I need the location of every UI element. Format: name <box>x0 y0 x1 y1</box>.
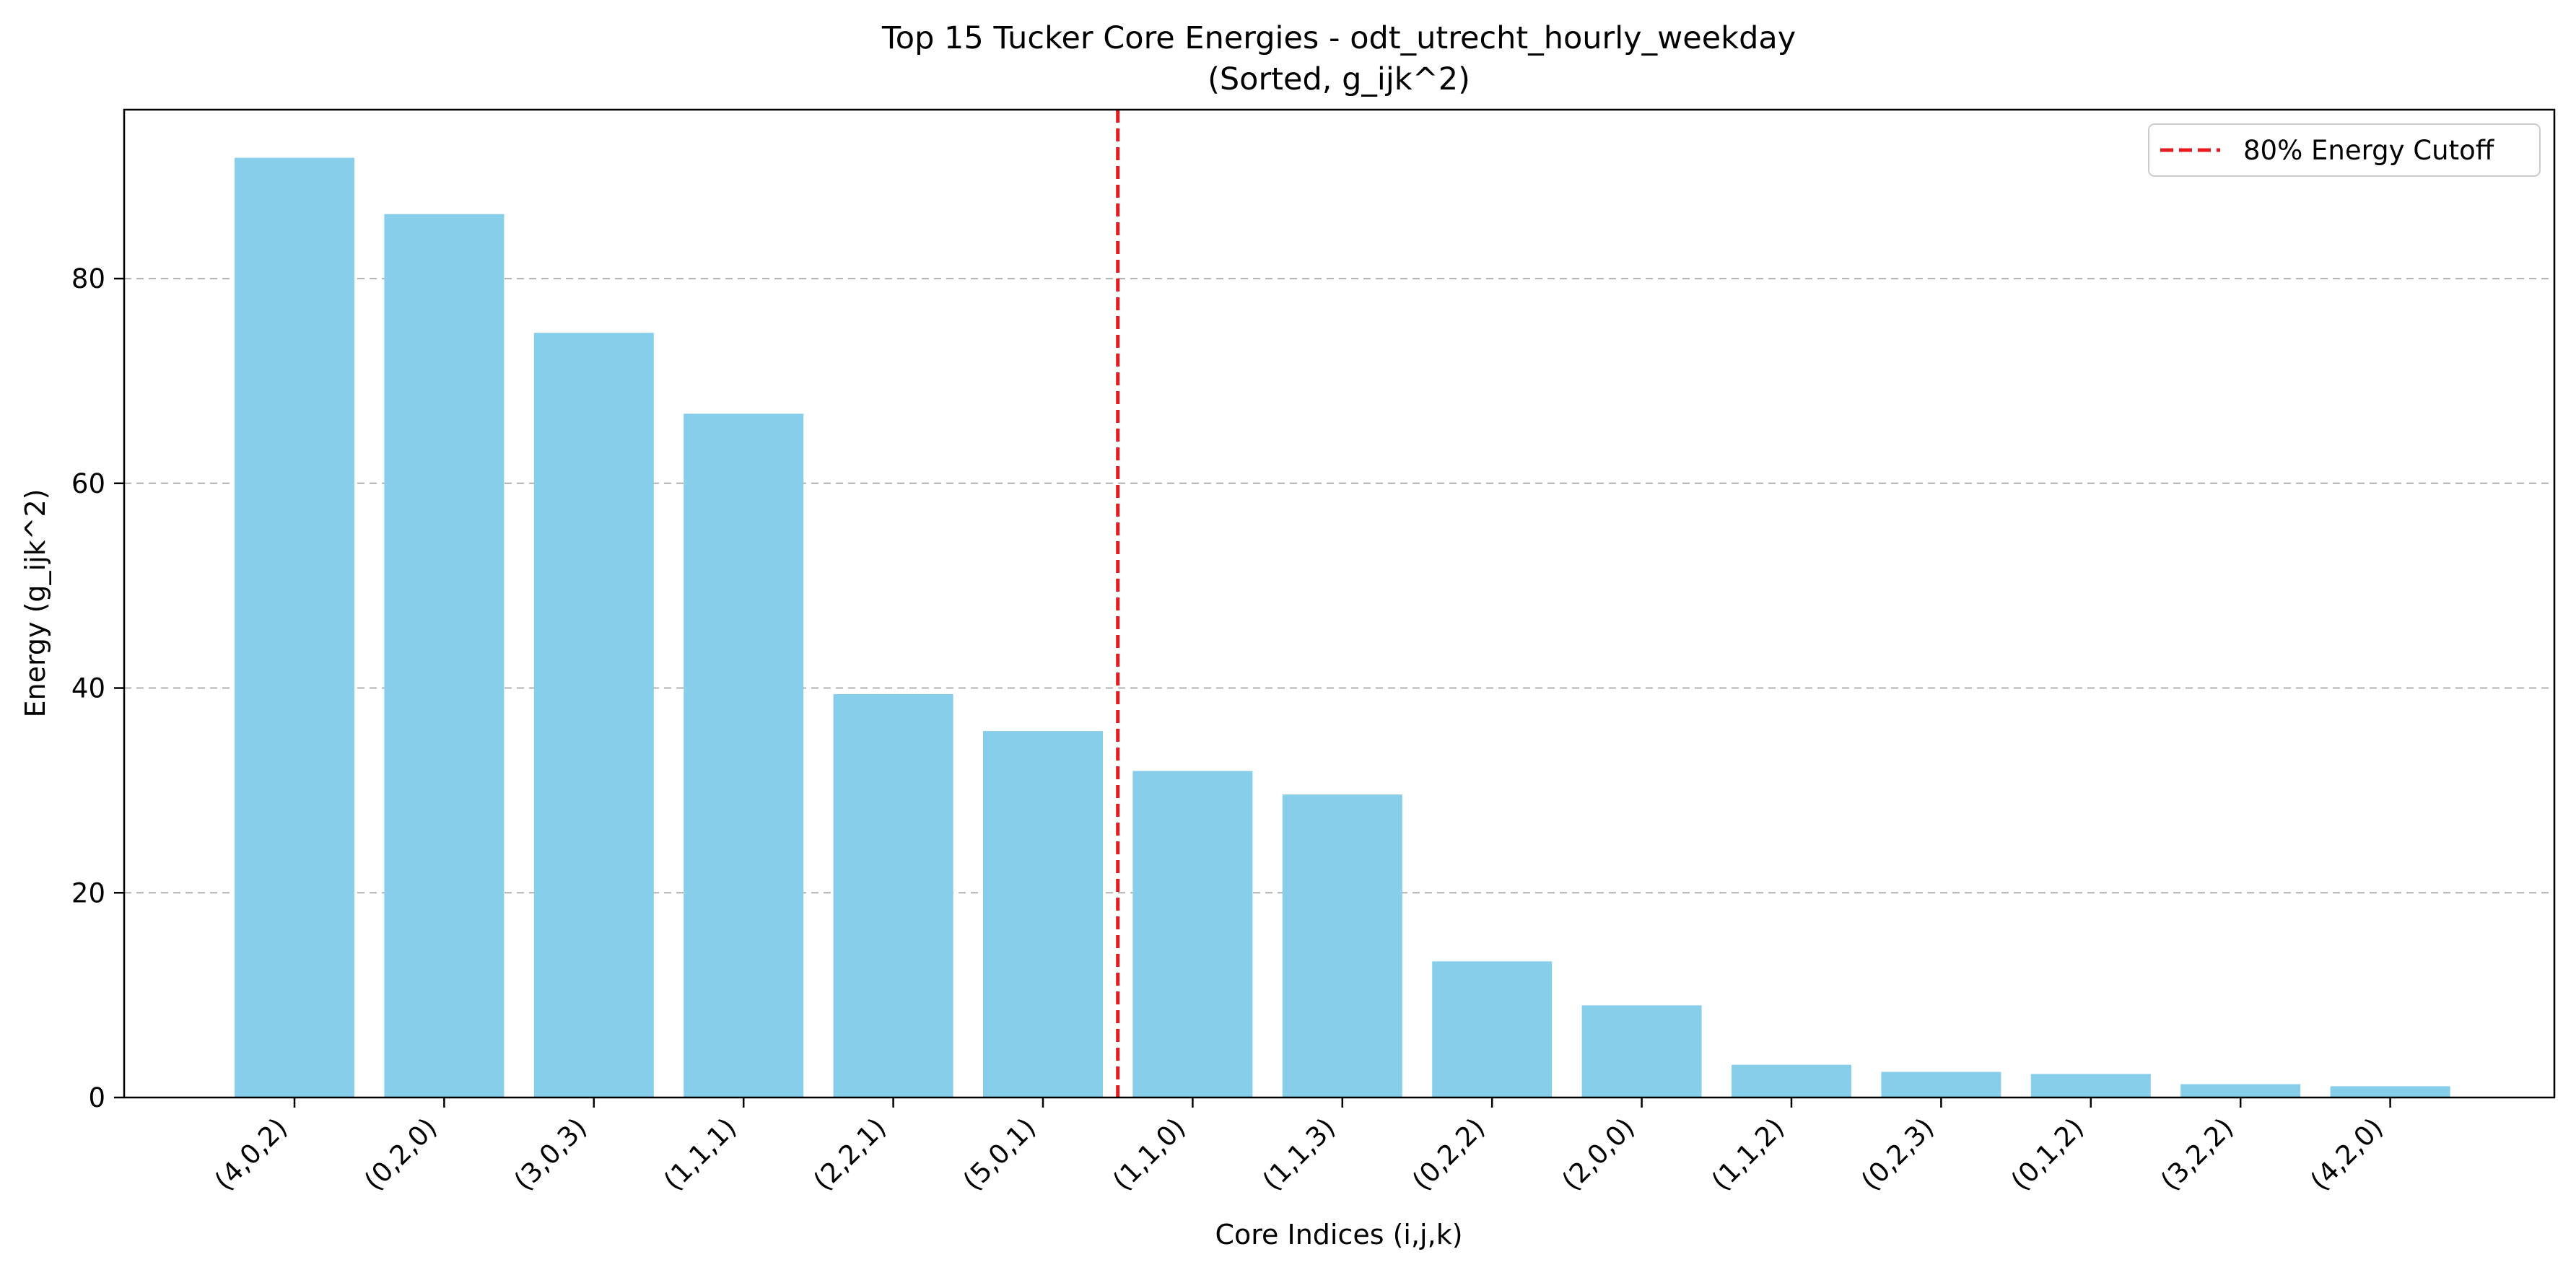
bar <box>235 157 354 1098</box>
bar <box>384 214 505 1097</box>
x-tick-label: (4,0,2) <box>209 1112 293 1196</box>
bar <box>533 333 654 1097</box>
bar <box>1581 1005 1702 1097</box>
bar <box>2330 1086 2450 1097</box>
y-axis-label: Energy (g_ijk^2) <box>19 488 51 717</box>
legend: 80% Energy Cutoff <box>2148 123 2541 177</box>
x-tick-label: (0,2,0) <box>358 1112 442 1196</box>
x-tick-label: (3,2,2) <box>2154 1112 2239 1196</box>
bar <box>983 731 1103 1097</box>
legend-label: 80% Energy Cutoff <box>2243 135 2495 166</box>
bar <box>833 694 953 1097</box>
bar <box>2030 1074 2151 1097</box>
bar <box>1132 771 1253 1097</box>
y-tick-label: 80 <box>71 263 105 294</box>
bar <box>1432 961 1553 1097</box>
x-tick-label: (1,1,1) <box>658 1112 742 1196</box>
legend-box <box>2148 123 2541 177</box>
bar <box>684 413 804 1097</box>
x-tick-label: (0,2,3) <box>1855 1112 1939 1196</box>
x-tick-label: (1,1,2) <box>1706 1112 1790 1196</box>
bars <box>235 157 2450 1098</box>
x-tick-label: (2,2,1) <box>808 1112 892 1196</box>
chart-title-line1: Top 15 Tucker Core Energies - odt_utrech… <box>881 20 1796 56</box>
x-tick-label: (1,1,3) <box>1257 1112 1341 1196</box>
chart-title-line2: (Sorted, g_ijk^2) <box>1208 61 1470 97</box>
x-tick-label: (3,0,3) <box>508 1112 593 1196</box>
x-tick-label: (5,0,1) <box>957 1112 1042 1196</box>
x-axis-ticks: (4,0,2) (0,2,0) (3,0,3) (1,1,1) (2,2,1) (5,0,… <box>209 1097 2391 1196</box>
bar <box>1881 1072 2001 1097</box>
bar <box>2180 1084 2301 1097</box>
x-tick-label: (0,1,2) <box>2005 1112 2090 1196</box>
y-tick-label: 40 <box>71 673 105 704</box>
plot-frame <box>123 108 2556 1099</box>
y-tick-label: 60 <box>71 468 105 499</box>
bar <box>1282 794 1402 1097</box>
bar <box>1732 1064 1851 1097</box>
x-tick-label: (0,2,2) <box>1406 1112 1490 1196</box>
x-axis-label: Core Indices (i,j,k) <box>1215 1219 1462 1250</box>
y-axis-ticks: 0 20 40 60 80 <box>71 263 124 1113</box>
x-tick-label: (4,2,0) <box>2305 1112 2389 1196</box>
y-tick-label: 20 <box>71 877 105 908</box>
x-tick-label: (1,1,0) <box>1106 1112 1191 1196</box>
x-tick-label: (2,0,0) <box>1556 1112 1641 1196</box>
y-tick-label: 0 <box>88 1082 105 1113</box>
